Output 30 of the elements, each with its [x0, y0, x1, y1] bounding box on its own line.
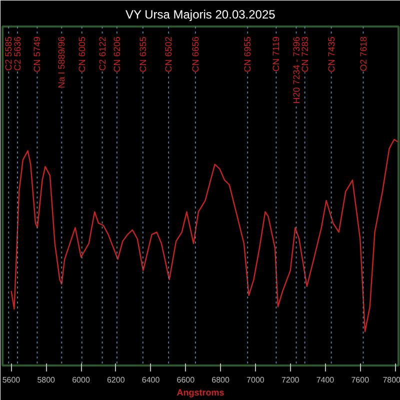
ref-line-label: C2 5585: [4, 36, 14, 71]
x-axis-title: Angstroms: [176, 388, 224, 398]
ref-line-label: H20 7234 - 7396: [291, 36, 302, 104]
ref-line-label: C2 5636: [12, 36, 23, 71]
ref-line-label: CN 7119: [271, 36, 282, 72]
ref-line-label: C2 6122: [97, 36, 108, 71]
ref-line-label: CN 5749: [32, 36, 42, 72]
chart-title: VY Ursa Majoris 20.03.2025: [125, 8, 276, 22]
x-tick-label: 7400: [316, 376, 335, 384]
x-tick-label: 5800: [37, 376, 56, 384]
ref-line-label: CN 6206: [112, 36, 122, 72]
ref-line-label: Na I 5889/96: [56, 36, 67, 88]
x-tick-label: 7800: [382, 376, 400, 384]
x-tick-label: 7200: [281, 376, 300, 384]
ref-line-label: CN 6502: [164, 36, 174, 72]
x-tick-label: 7000: [246, 376, 265, 384]
ref-line-label: CN 7283: [300, 36, 310, 72]
x-tick-label: 5600: [2, 376, 21, 384]
x-tick-label: 6800: [212, 376, 230, 384]
ref-line-label: CN 6955: [242, 36, 253, 72]
ref-line-label: O2 7618: [358, 36, 368, 72]
x-tick-label: 6400: [142, 376, 160, 384]
ref-line-label: CN 7435: [326, 36, 336, 72]
x-tick-label: 7600: [351, 376, 370, 384]
x-tick-label: 6000: [72, 376, 90, 384]
x-tick-label: 6200: [106, 376, 126, 384]
x-tick-label: 6600: [176, 376, 196, 384]
ref-line-label: CN 6355: [138, 36, 148, 72]
ref-line-label: CN 6656: [190, 36, 200, 72]
ref-line-label: CN 6005: [76, 36, 87, 72]
